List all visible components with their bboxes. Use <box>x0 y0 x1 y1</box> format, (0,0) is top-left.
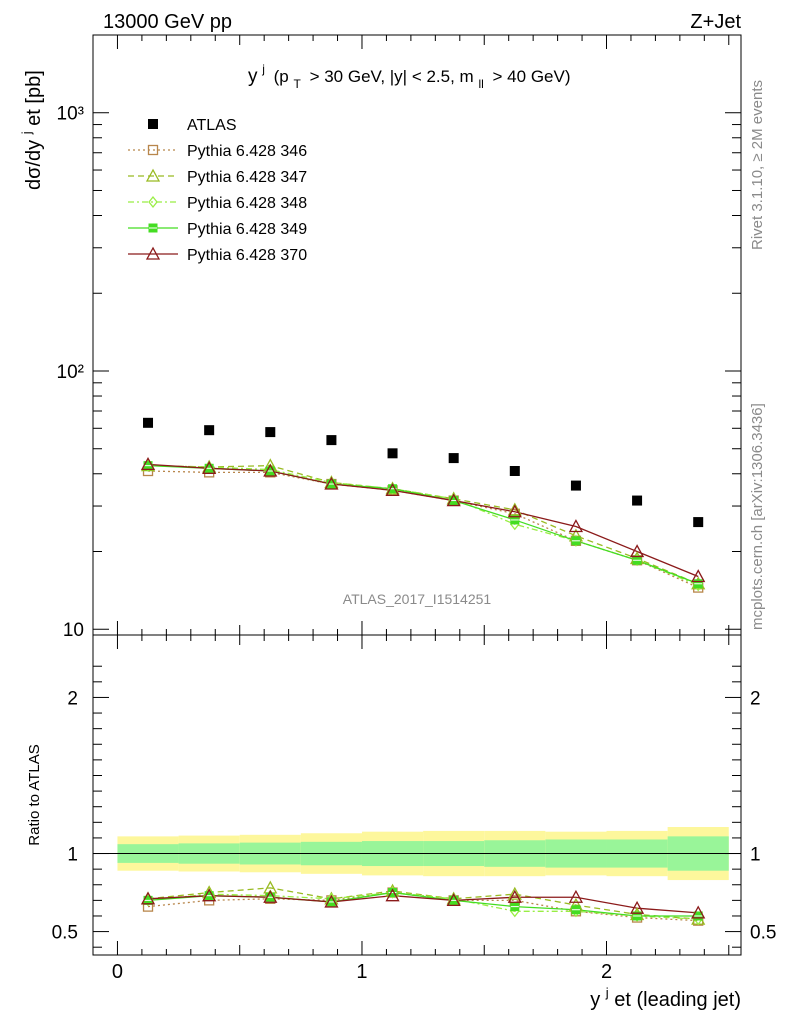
series-5-point-ratio <box>691 905 706 919</box>
series-0-point-top <box>570 480 581 491</box>
series-5-point-top <box>385 482 400 497</box>
series-5-point-ratio <box>629 900 645 914</box>
y-axis-label-top: dσ/dy j et [pb] <box>14 70 45 190</box>
series-0-point-top <box>387 448 398 459</box>
legend-marker-3 <box>148 195 158 209</box>
series-5-point-ratio <box>263 889 278 903</box>
axes: 0 1 2 10 10² 10³ 0.5 0.5 1 1 2 2 <box>52 34 776 983</box>
legend-marker-2 <box>145 168 161 182</box>
series-5-point-top <box>691 569 706 583</box>
series-5-line-top <box>147 463 699 578</box>
x-tick-label: 2 <box>601 961 612 983</box>
legend-marker-1 <box>147 144 159 156</box>
ratio-bands <box>93 827 741 881</box>
ylabel-top-end: et [pb] <box>23 70 45 126</box>
xlabel-y: y <box>590 989 600 1011</box>
x-tick-label: 1 <box>356 961 367 983</box>
series-5-point-ratio <box>385 888 400 902</box>
series-3-line-ratio <box>147 891 699 920</box>
series-5-point-top <box>202 460 217 474</box>
title-cuts-1: (p <box>274 67 289 86</box>
series-2-line-ratio <box>147 887 699 920</box>
legend-label-3: Pythia 6.428 348 <box>187 195 307 212</box>
ratio-frame <box>92 634 742 956</box>
series-5-point-top <box>507 504 522 518</box>
series-0-point-top <box>204 425 215 436</box>
series-5-point-top <box>263 463 278 477</box>
ylabel-top-sup: j <box>19 131 34 135</box>
header-left: 13000 GeV pp <box>103 11 232 33</box>
y-tick-label-ratio-right: 0.5 <box>750 923 776 944</box>
y-tick-label-ratio-right: 1 <box>750 845 761 866</box>
legend-label-0: ATLAS <box>187 117 237 134</box>
series-5-point-top <box>629 544 645 558</box>
series-5-point-top <box>140 456 156 471</box>
series-3-line-top <box>148 465 699 586</box>
x-tick-label: 0 <box>112 961 123 983</box>
series-5-point-top <box>324 476 339 490</box>
series-4-line-top <box>147 465 699 585</box>
y-tick-label-ratio-right: 2 <box>750 688 761 709</box>
legend-label-4: Pythia 6.428 349 <box>187 221 307 238</box>
series-0-point-top <box>448 453 459 464</box>
series-5-line-ratio <box>147 895 699 914</box>
series-0-point-top <box>143 417 154 428</box>
series-markers <box>140 417 706 926</box>
y-tick-label-ratio: 0.5 <box>52 923 78 944</box>
legend-label-5: Pythia 6.428 370 <box>187 247 307 264</box>
series-0-point-top <box>693 517 704 528</box>
xlabel-sup: j <box>605 985 609 1000</box>
y-tick-label-ratio: 1 <box>67 845 78 866</box>
series-lines <box>147 463 699 922</box>
title-sub-ll: ll <box>478 77 483 91</box>
title-sub-t: T <box>294 77 302 91</box>
series-5-point-top <box>568 519 584 533</box>
legend-marker-5 <box>145 246 161 260</box>
series-2-point-top <box>507 502 522 516</box>
series-2-point-ratio <box>507 886 522 900</box>
series-0-point-top <box>265 427 276 438</box>
legend: ATLAS Pythia 6.428 346 Pythia 6.428 347 Pyt… <box>128 117 307 264</box>
series-0-point-top <box>326 435 337 446</box>
title-cuts-2: > 30 GeV, |y| < 2.5, m <box>310 67 474 86</box>
mcplots-label: mcplots.cern.ch [arXiv:1306.3436] <box>749 403 766 630</box>
series-5-point-ratio <box>140 891 156 905</box>
main-title: y j (p T > 30 GeV, |y| < 2.5, m ll > 40 … <box>248 58 571 92</box>
series-5-point-ratio <box>202 888 217 902</box>
analysis-watermark: ATLAS_2017_I1514251 <box>343 591 492 607</box>
series-5-point-ratio <box>446 893 461 907</box>
legend-marker-0 <box>148 119 158 129</box>
series-5-point-top <box>446 493 461 507</box>
y-tick-label-top: 10 <box>63 620 84 641</box>
y-tick-label-ratio: 2 <box>67 688 78 709</box>
y-tick-label-top: 10³ <box>57 104 84 125</box>
series-5-point-ratio <box>324 894 339 908</box>
x-axis-label: y j et (leading jet) <box>590 980 741 1011</box>
series-1-line-top <box>148 470 699 589</box>
title-y: y <box>248 66 258 87</box>
xlabel-end: et (leading jet) <box>614 989 741 1011</box>
series-2-line-top <box>148 465 699 585</box>
legend-label-1: Pythia 6.428 346 <box>187 143 307 160</box>
title-sup-j: j <box>261 62 265 76</box>
series-5-point-ratio <box>568 889 584 903</box>
series-0-point-top <box>632 495 643 506</box>
title-cuts-3: > 40 GeV) <box>493 67 571 86</box>
header-right: Z+Jet <box>690 11 741 33</box>
rivet-label: Rivet 3.1.10, ≥ 2M events <box>749 80 766 250</box>
legend-label-2: Pythia 6.428 347 <box>187 169 307 186</box>
ylabel-top-main: dσ/dy <box>23 140 45 190</box>
y-tick-label-top: 10² <box>57 362 84 383</box>
series-0-point-top <box>509 465 520 476</box>
y-axis-label-ratio: Ratio to ATLAS <box>26 744 43 845</box>
series-5-point-ratio <box>507 889 522 903</box>
